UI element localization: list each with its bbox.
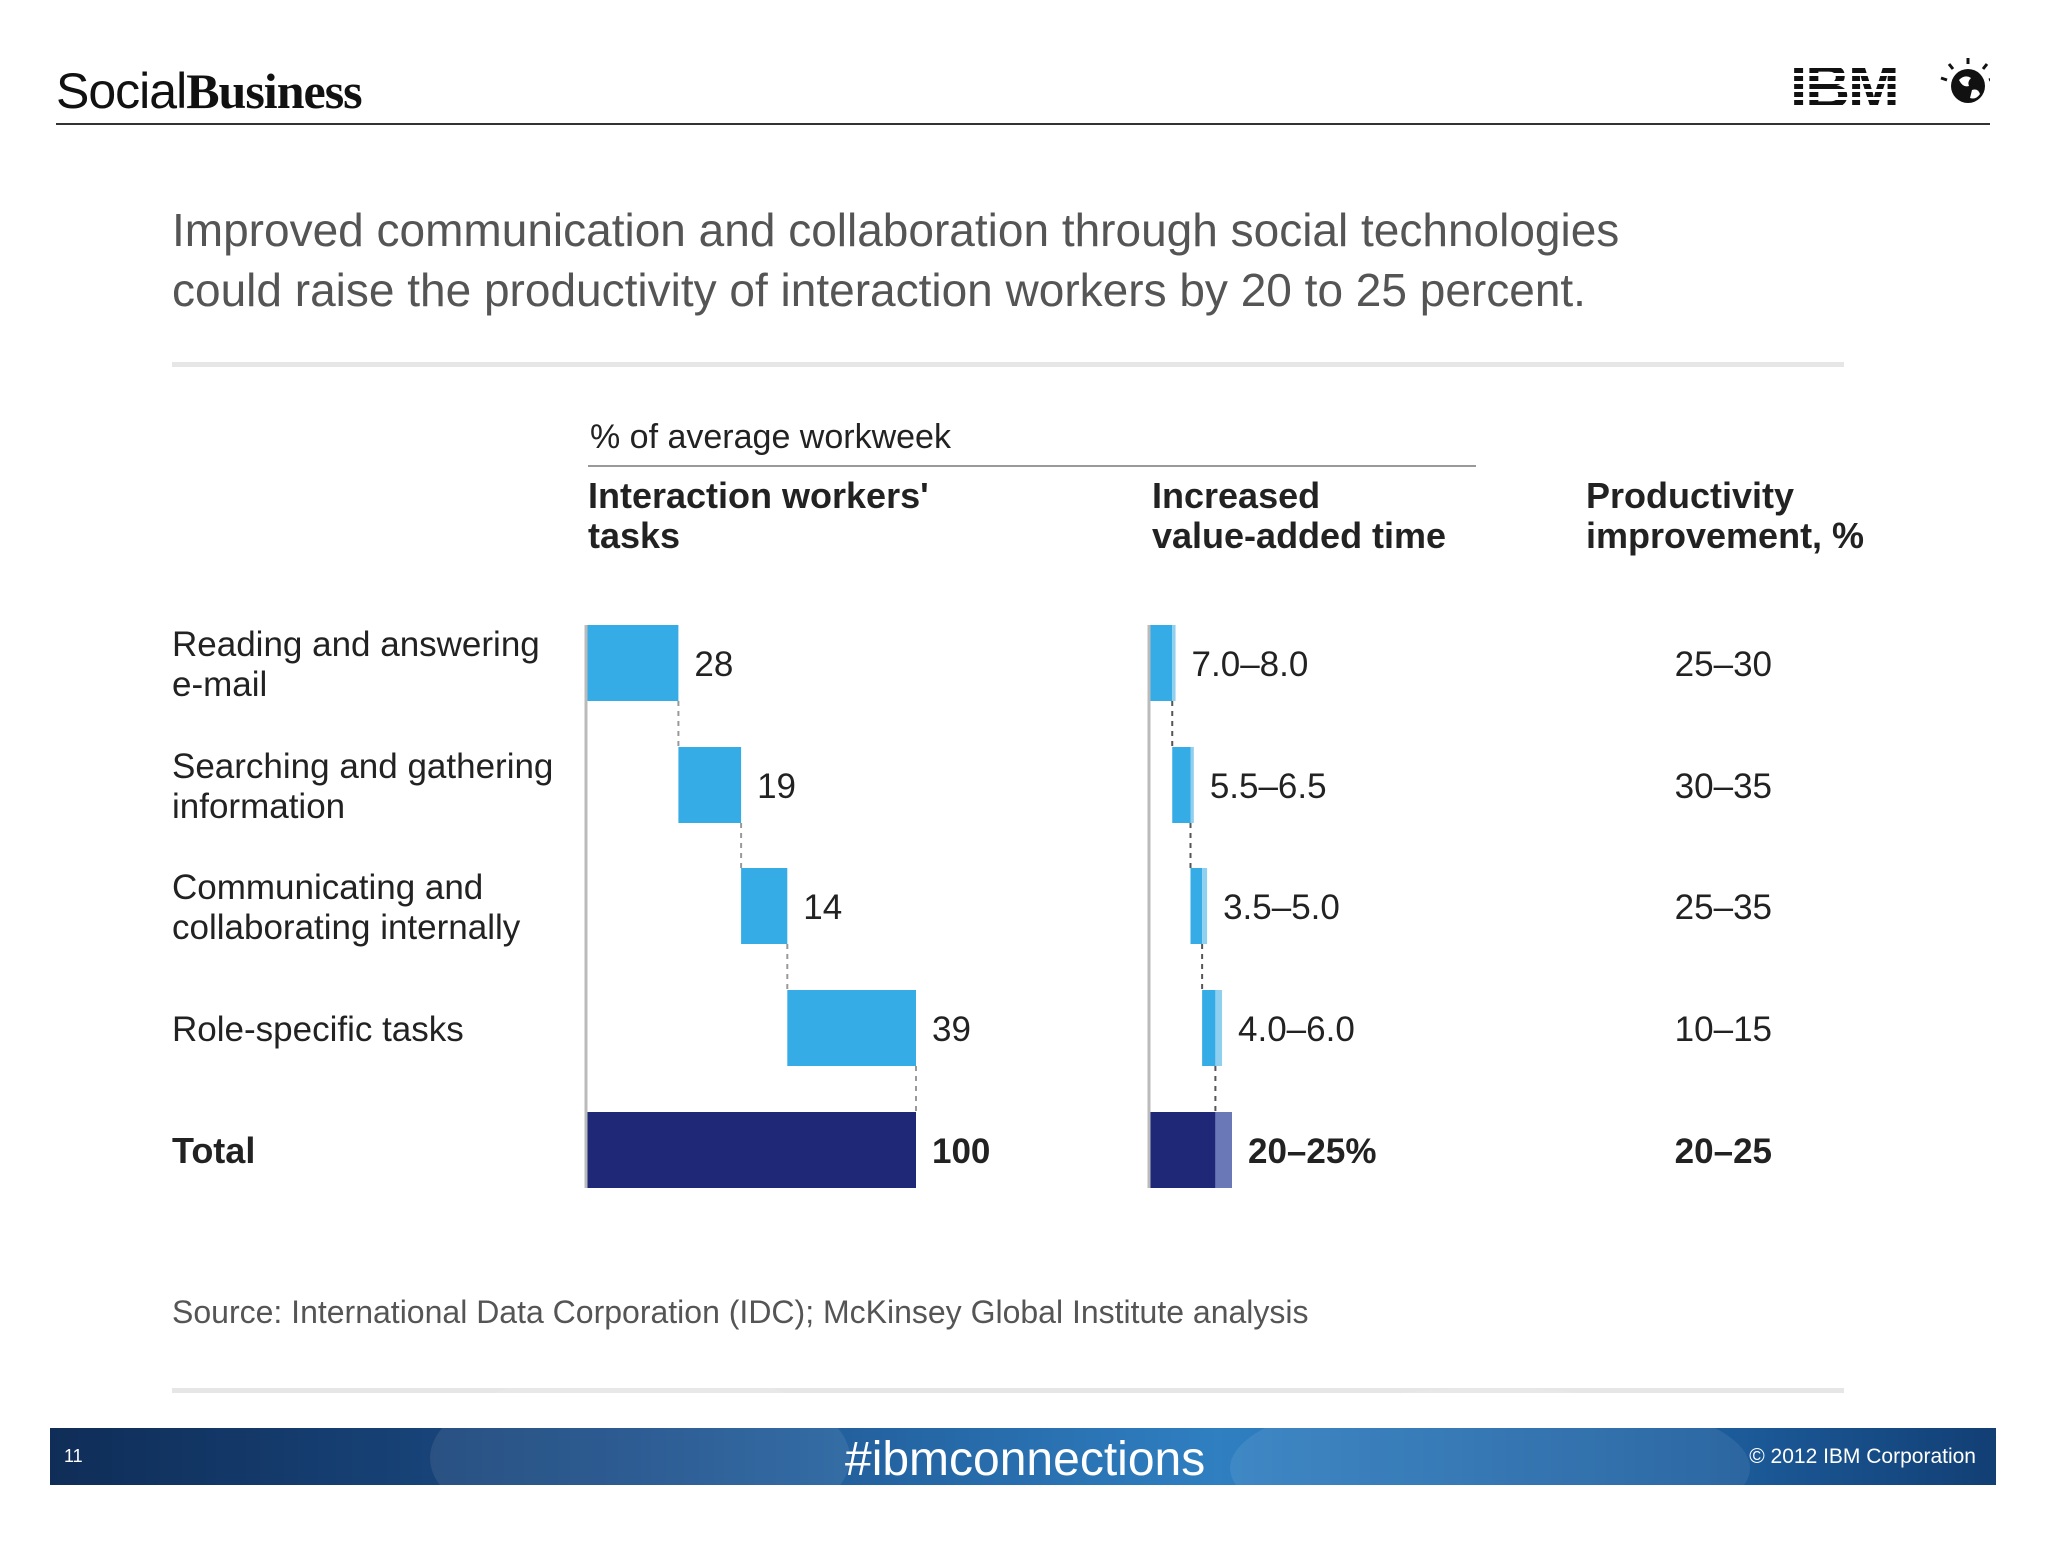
row-label: Communicating and collaborating internall… <box>172 868 521 947</box>
page-number: 11 <box>64 1446 83 1466</box>
value-label-time: 5.5–6.5 <box>1210 767 1327 806</box>
brand-text-business: Business <box>186 63 362 119</box>
productivity-value: 30–35 <box>1675 767 1772 806</box>
bar-time-range <box>1190 747 1194 823</box>
headline-line-2: could raise the productivity of interact… <box>172 264 1586 316</box>
bar-tasks <box>586 625 679 701</box>
row-label-total: Total <box>172 1130 255 1171</box>
globe-icon <box>1940 58 1990 103</box>
slide-headline: Improved communication and collaboration… <box>172 200 1872 320</box>
row-label: Reading and answering e-mail <box>172 625 540 704</box>
bar-time-range <box>1215 990 1223 1066</box>
copyright: © 2012 IBM Corporation <box>1749 1445 1976 1468</box>
ibm-logo: IBM <box>1790 53 1990 122</box>
top-grey-rule <box>172 362 1844 367</box>
headline-line-1: Improved communication and collaboration… <box>172 204 1620 256</box>
header-divider <box>56 123 1990 125</box>
bar-time-range <box>1172 625 1176 701</box>
bar-time-range <box>1202 868 1208 944</box>
productivity-value: 25–30 <box>1675 645 1772 684</box>
bar-time <box>1202 990 1216 1066</box>
value-label-tasks: 28 <box>694 645 733 684</box>
bar-total-time-low <box>1149 1112 1216 1188</box>
source-note: Source: International Data Corporation (… <box>172 1294 1309 1330</box>
value-label-tasks: 19 <box>757 767 796 806</box>
value-label-time: 3.5–5.0 <box>1223 888 1340 927</box>
ibm-logo-text: IBM <box>1790 53 1898 122</box>
bar-time <box>1190 868 1203 944</box>
bar-tasks <box>678 747 742 823</box>
column-header-time: Increased value-added time <box>1152 475 1446 556</box>
bar-tasks <box>741 868 788 944</box>
value-label-total-time: 20–25% <box>1248 1132 1376 1171</box>
value-label-tasks: 14 <box>803 888 842 927</box>
value-label-time: 7.0–8.0 <box>1192 645 1309 684</box>
bar-total-tasks <box>586 1112 916 1188</box>
column-header-productivity: Productivity improvement, % <box>1586 475 1864 556</box>
productivity-value: 10–15 <box>1675 1010 1772 1049</box>
footer-swirl <box>430 1368 850 1548</box>
footer-bar: 11 #ibmconnections © 2012 IBM Corporatio… <box>50 1368 1996 1548</box>
bar-time <box>1172 747 1191 823</box>
column-header-tasks: Interaction workers' tasks <box>588 475 929 556</box>
productivity-total: 20–25 <box>1675 1132 1772 1171</box>
group-header: % of average workweek <box>590 418 952 456</box>
value-label-tasks: 39 <box>932 1010 971 1049</box>
row-label: Role-specific tasks <box>172 1010 464 1049</box>
bar-tasks <box>787 990 916 1066</box>
footer-hashtag: #ibmconnections <box>845 1433 1206 1486</box>
value-label-total-tasks: 100 <box>932 1132 990 1171</box>
value-label-time: 4.0–6.0 <box>1238 1010 1355 1049</box>
row-label: Searching and gathering information <box>172 747 553 826</box>
bar-total-time-range <box>1215 1112 1232 1188</box>
footer-swirl <box>1230 1388 1750 1548</box>
bar-time <box>1149 625 1173 701</box>
brand-text-social: Social <box>56 63 187 119</box>
bottom-grey-rule <box>172 1388 1844 1393</box>
productivity-value: 25–35 <box>1675 888 1772 927</box>
brand-logo: SocialBusiness <box>56 62 363 120</box>
